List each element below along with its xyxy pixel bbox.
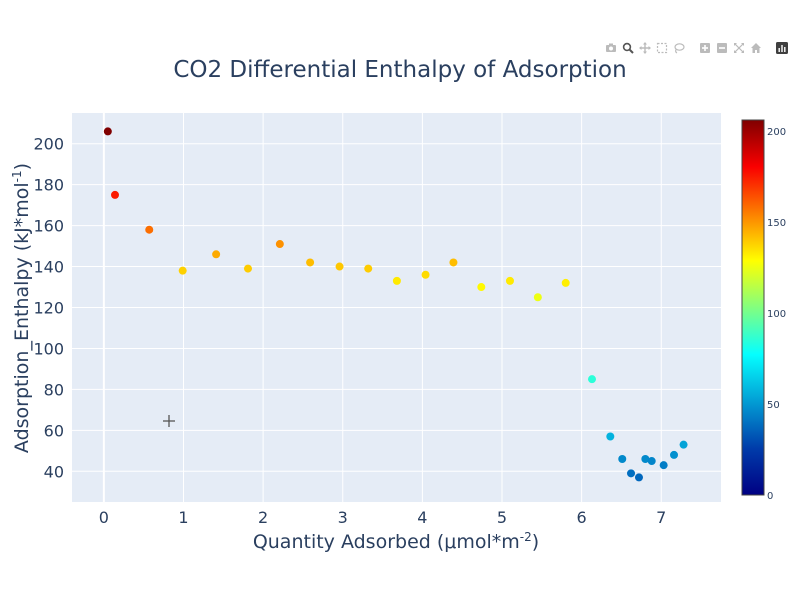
colorbar-tick-label: 200 xyxy=(767,127,786,138)
x-axis-label: Quantity Adsorbed (μmol*m-2) xyxy=(253,530,539,553)
x-tick-label: 4 xyxy=(417,508,427,527)
data-point[interactable] xyxy=(647,457,656,466)
zoom-in-icon[interactable] xyxy=(698,41,712,55)
data-point[interactable] xyxy=(392,276,401,285)
data-points xyxy=(103,127,688,482)
x-tick-label: 0 xyxy=(99,508,109,527)
lasso-select-icon[interactable] xyxy=(672,41,686,55)
data-point[interactable] xyxy=(634,473,643,482)
y-tick-label: 140 xyxy=(33,258,64,277)
zoom-out-icon[interactable] xyxy=(715,41,729,55)
data-point[interactable] xyxy=(627,469,636,478)
reset-axes-icon[interactable] xyxy=(749,41,763,55)
data-point[interactable] xyxy=(659,461,668,470)
data-point[interactable] xyxy=(212,250,221,259)
data-point[interactable] xyxy=(364,264,373,273)
x-tick-label: 5 xyxy=(497,508,507,527)
data-point[interactable] xyxy=(670,450,679,459)
colorbar-tick-label: 100 xyxy=(767,309,786,320)
pan-icon[interactable] xyxy=(638,41,652,55)
colorbar xyxy=(741,119,765,496)
y-tick-label: 60 xyxy=(44,421,64,440)
y-tick-label: 40 xyxy=(44,462,64,481)
y-tick-label: 180 xyxy=(33,176,64,195)
y-tick-label: 200 xyxy=(33,135,64,154)
data-point[interactable] xyxy=(606,432,615,441)
x-tick-labels: 0 1 2 3 4 5 6 7 xyxy=(99,508,667,527)
data-point[interactable] xyxy=(505,276,514,285)
x-tick-label: 6 xyxy=(577,508,587,527)
y-tick-label: 160 xyxy=(33,217,64,236)
data-point[interactable] xyxy=(587,375,596,384)
data-point[interactable] xyxy=(449,258,458,267)
data-point[interactable] xyxy=(533,293,542,302)
zoom-icon[interactable] xyxy=(621,41,635,55)
data-point[interactable] xyxy=(641,455,650,464)
y-tick-label: 80 xyxy=(44,380,64,399)
colorbar-tick-label: 0 xyxy=(767,491,773,502)
data-point[interactable] xyxy=(477,283,486,292)
data-point[interactable] xyxy=(111,190,120,199)
data-point[interactable] xyxy=(618,455,627,464)
grid xyxy=(72,113,721,502)
data-point[interactable] xyxy=(145,225,154,234)
data-point[interactable] xyxy=(679,440,688,449)
data-point[interactable] xyxy=(178,266,187,275)
x-tick-label: 2 xyxy=(258,508,268,527)
data-point[interactable] xyxy=(335,262,344,271)
x-tick-label: 3 xyxy=(338,508,348,527)
data-point[interactable] xyxy=(421,270,430,279)
data-point[interactable] xyxy=(103,127,112,136)
x-tick-label: 1 xyxy=(178,508,188,527)
y-tick-label: 120 xyxy=(33,299,64,318)
chart-title: CO2 Differential Enthalpy of Adsorption xyxy=(173,57,626,83)
box-select-icon[interactable] xyxy=(655,41,669,55)
colorbar-tick-label: 150 xyxy=(767,218,786,229)
data-point[interactable] xyxy=(275,240,284,249)
y-tick-labels: 40 60 80 100 120 140 160 180 200 xyxy=(33,135,64,482)
y-axis-label: Adsorption_Enthalpy (kJ*mol-1) xyxy=(10,163,33,453)
x-tick-label: 7 xyxy=(656,508,666,527)
y-tick-label: 100 xyxy=(33,339,64,358)
plotly-logo-icon[interactable] xyxy=(775,41,789,55)
colorbar-tick-label: 50 xyxy=(767,400,780,411)
data-point[interactable] xyxy=(306,258,315,267)
crosshair-cursor-icon xyxy=(163,415,175,427)
modebar xyxy=(604,40,789,56)
data-point[interactable] xyxy=(243,264,252,273)
camera-icon[interactable] xyxy=(604,41,618,55)
autoscale-icon[interactable] xyxy=(732,41,746,55)
colorbar-tick-labels: 0 50 100 150 200 xyxy=(767,127,786,502)
data-point[interactable] xyxy=(561,278,570,287)
